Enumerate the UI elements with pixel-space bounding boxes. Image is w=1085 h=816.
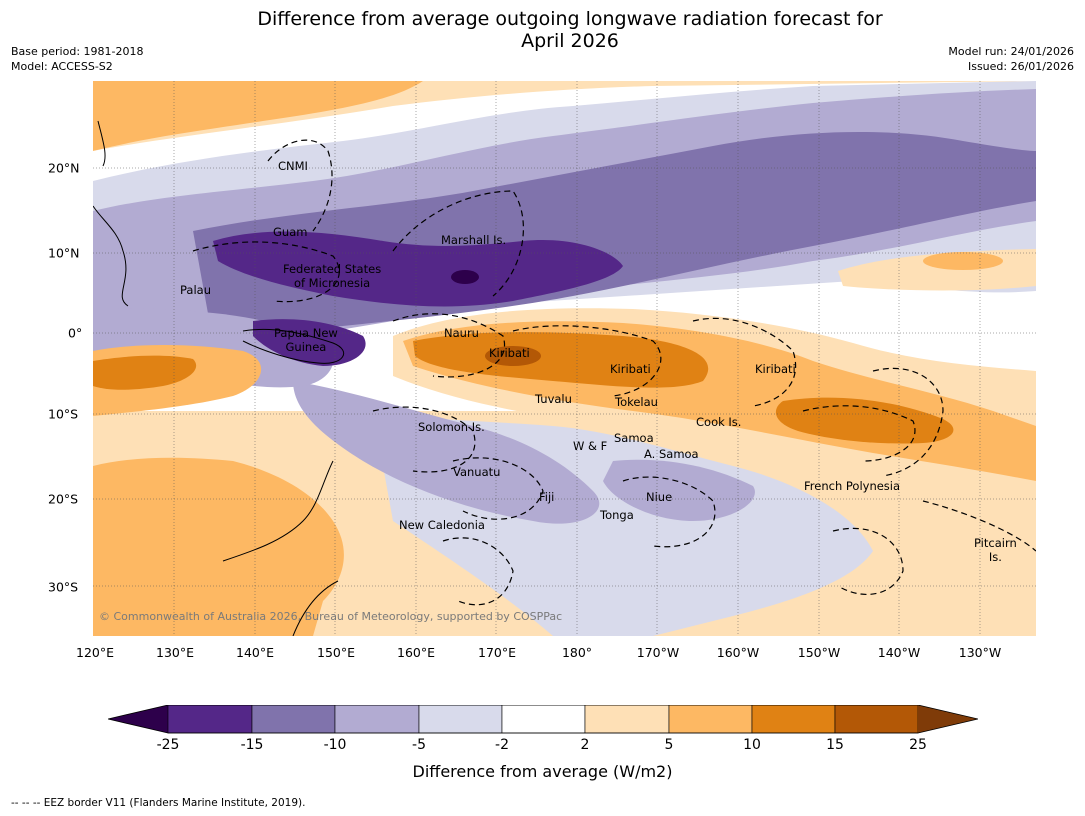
region-label-guam: Guam	[273, 225, 308, 239]
region-label-pitcairn: Pitcairn Is.	[974, 536, 1017, 564]
y-tick-label: 10°N	[48, 245, 80, 261]
region-label-cnmi: CNMI	[278, 159, 308, 173]
anomaly-field	[93, 81, 1036, 636]
region-label-fiji: Fiji	[539, 490, 555, 504]
region-label-kiribati-east: Kiribati	[755, 362, 796, 376]
positive-east-strong	[775, 397, 954, 444]
x-tick-label: 130°W	[958, 645, 1002, 660]
darkest-purple-spot	[451, 270, 479, 284]
colorbar-outline	[108, 705, 978, 734]
x-tick-label: 150°W	[797, 645, 841, 660]
region-label-niue: Niue	[646, 490, 673, 504]
pitcairn-line-2: Is.	[988, 550, 1002, 564]
colorbar-seg	[751, 705, 836, 734]
ne-orange-core	[923, 252, 1003, 270]
y-tick-label: 30°S	[48, 579, 79, 595]
x-tick-label: 140°E	[235, 645, 275, 660]
y-tick-label: 20°N	[48, 160, 80, 176]
model-run: Model run: 24/01/2026	[948, 45, 1074, 58]
coastlines	[93, 120, 345, 636]
positive-max-spot	[485, 346, 541, 366]
region-label-wf: W & F	[573, 439, 608, 453]
north-orange-region	[93, 81, 423, 151]
x-tick-label: 160°E	[396, 645, 436, 660]
region-label-solomon: Solomon Is.	[418, 420, 485, 434]
colorbar-tick: 5	[664, 737, 674, 753]
region-label-png: Papua New Guinea	[274, 326, 338, 354]
gridlines	[93, 81, 1036, 636]
colorbar-seg	[834, 705, 919, 734]
x-tick-label: 140°W	[877, 645, 921, 660]
x-tick-label: 180°	[561, 645, 593, 660]
region-label-french-polynesia: French Polynesia	[804, 479, 901, 493]
colorbar-label: Difference from average (W/m2)	[412, 762, 673, 781]
y-tick-label: 20°S	[48, 491, 79, 507]
region-label-tonga: Tonga	[600, 508, 634, 522]
colorbar-tick: 15	[826, 737, 844, 753]
pitcairn-line-1: Pitcairn	[974, 536, 1017, 550]
x-tick-label: 150°E	[316, 645, 356, 660]
colorbar-tick: 2	[580, 737, 590, 753]
title-line-2: April 2026	[521, 30, 619, 52]
x-tick-label: 130°E	[155, 645, 195, 660]
chart-title: Difference from average outgoing longwav…	[170, 8, 970, 52]
colorbar-seg-over	[918, 705, 978, 733]
colorbar-seg	[501, 705, 586, 734]
tonga-lavender	[603, 459, 755, 521]
title-line-1: Difference from average outgoing longwav…	[257, 8, 883, 30]
positive-tongue-strong	[413, 332, 709, 388]
png-line-2: Guinea	[285, 340, 327, 354]
region-label-vanuatu: Vanuatu	[453, 465, 501, 479]
map-panel: CNMI Guam Marshall Is. Federated States …	[93, 81, 1036, 636]
copyright-notice: © Commonwealth of Australia 2026, Bureau…	[99, 610, 563, 623]
region-label-new-caledonia: New Caledonia	[399, 518, 485, 532]
region-label-cook: Cook Is.	[696, 415, 742, 429]
colorbar-tick: 25	[909, 737, 927, 753]
colorbar-seg	[584, 705, 670, 734]
eez-footnote: -- -- -- EEZ border V11 (Flanders Marine…	[11, 797, 306, 809]
x-tick-label: 120°E	[75, 645, 115, 660]
base-period: Base period: 1981-2018	[11, 45, 144, 58]
colorbar-seg	[418, 705, 503, 734]
australia-orange	[93, 457, 344, 636]
colorbar-seg	[251, 705, 336, 734]
colorbar-tick: -5	[412, 737, 426, 753]
model-name: Model: ACCESS-S2	[11, 60, 113, 73]
meta-right: Model run: 24/01/2026 Issued: 26/01/2026	[948, 44, 1074, 74]
x-tick-label: 160°W	[716, 645, 760, 660]
colorbar-tick: -15	[240, 737, 264, 753]
region-label-tuvalu: Tuvalu	[535, 392, 572, 406]
region-label-kiribati-west: Kiribati	[489, 346, 530, 360]
region-label-samoa: Samoa	[614, 431, 654, 445]
colorbar-tick: 10	[743, 737, 761, 753]
region-label-nauru: Nauru	[444, 326, 479, 340]
colorbar-tick: -10	[323, 737, 347, 753]
issued-date: Issued: 26/01/2026	[967, 60, 1074, 73]
region-label-kiribati-central: Kiribati	[610, 362, 651, 376]
region-label-asamoa: A. Samoa	[644, 447, 699, 461]
colorbar-tick: -25	[156, 737, 180, 753]
meta-left: Base period: 1981-2018 Model: ACCESS-S2	[11, 44, 143, 74]
y-tick-label: 10°S	[48, 406, 79, 422]
colorbar-tick: -2	[495, 737, 509, 753]
x-tick-label: 170°E	[477, 645, 517, 660]
colorbar-seg	[167, 705, 253, 734]
colorbar-seg	[668, 705, 753, 734]
se-lavender-mid	[293, 381, 600, 524]
region-label-tokelau: Tokelau	[615, 395, 658, 409]
eez-borders	[192, 139, 1036, 606]
png-line-1: Papua New	[274, 326, 338, 340]
x-tick-label: 170°W	[636, 645, 680, 660]
colorbar-seg	[334, 705, 420, 734]
coral-orange-strong	[93, 355, 197, 390]
region-label-fsm: Federated States of Micronesia	[283, 262, 381, 290]
region-label-palau: Palau	[180, 283, 211, 297]
fsm-line-1: Federated States	[283, 262, 382, 276]
fsm-line-2: of Micronesia	[293, 276, 371, 290]
y-tick-label: 0°	[68, 325, 83, 341]
region-label-marshall: Marshall Is.	[441, 233, 507, 247]
colorbar-seg-under	[108, 705, 168, 733]
colorbar	[108, 705, 978, 734]
